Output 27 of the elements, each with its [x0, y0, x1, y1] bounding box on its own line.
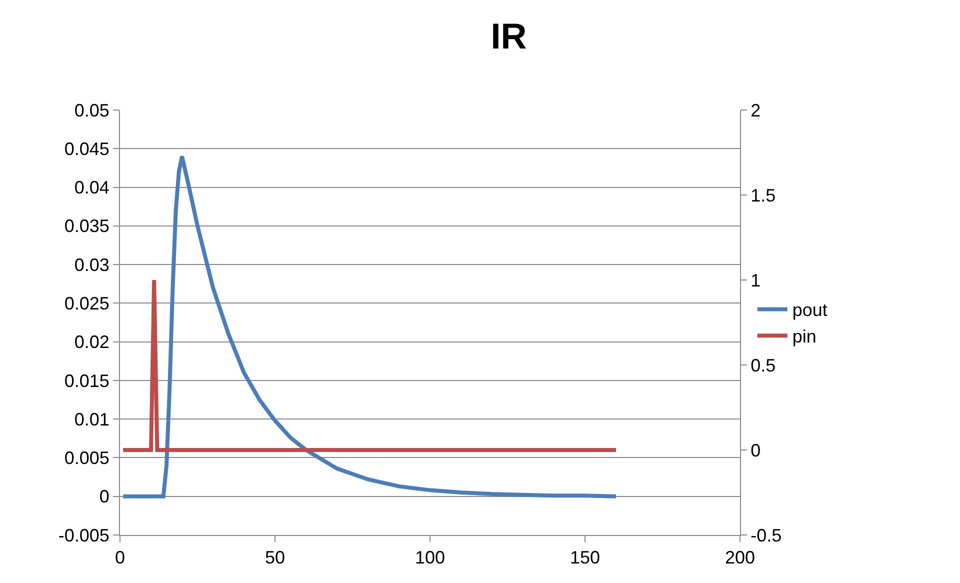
y2-tick-label: 1: [750, 270, 761, 290]
x-tick-label: 100: [414, 548, 446, 568]
y-tick-label: 0.035: [64, 216, 110, 236]
y-tick-label: 0.05: [74, 100, 110, 120]
y-tick-label: 0.025: [64, 293, 110, 314]
y2-tick-label: 0: [750, 440, 761, 460]
x-tick-label: 150: [570, 548, 600, 568]
y2-tick-label: -0.5: [750, 525, 782, 546]
x-tick-label: 0: [114, 548, 126, 568]
legend-label: pout: [792, 300, 828, 320]
y2-tick-label: 0.5: [750, 355, 776, 376]
y-tick-label: 0.005: [64, 448, 110, 468]
y2-tick-label: 1.5: [750, 185, 776, 206]
y-tick-label: 0.015: [64, 370, 110, 391]
line-series: [121, 154, 618, 498]
y-tick-label: 0.02: [74, 332, 110, 352]
y-tick-label: 0.04: [74, 178, 110, 198]
x-tick-label: 200: [724, 548, 756, 568]
y2-tick-label: 2: [750, 100, 761, 120]
chart-title: IR: [490, 16, 527, 57]
y-tick-label: 0.01: [74, 409, 110, 430]
y-tick-label: 0.03: [74, 254, 110, 275]
y-tick-label: -0.005: [58, 525, 110, 546]
y-tick-label: 0: [99, 486, 110, 507]
y-tick-label: 0.045: [64, 138, 110, 159]
x-tick-label: 50: [264, 548, 286, 568]
legend-label: pin: [792, 326, 816, 347]
